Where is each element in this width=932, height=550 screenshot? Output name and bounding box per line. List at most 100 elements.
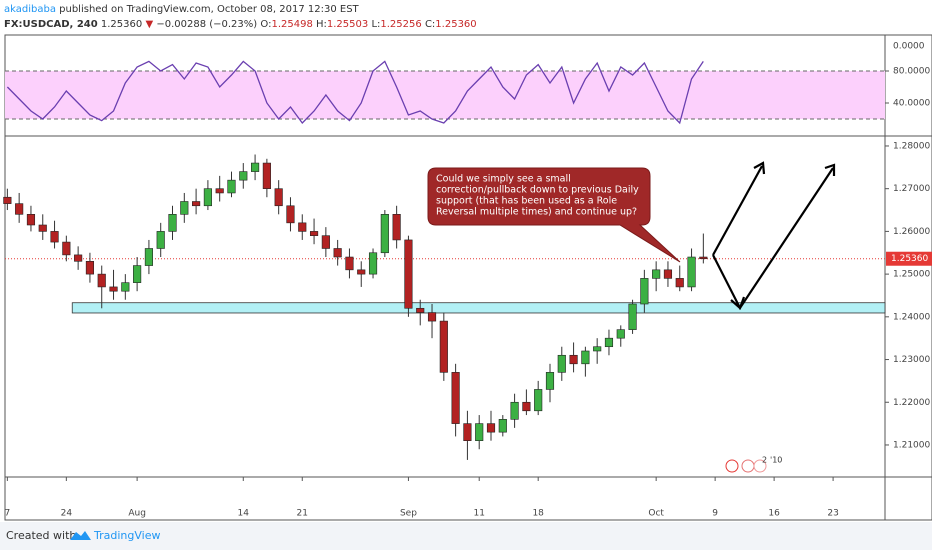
candle-body <box>557 354 566 373</box>
published: published on TradingView.com, October 08… <box>59 4 359 15</box>
callout-line: support (that has been used as a Role <box>436 196 617 207</box>
candle-body <box>687 256 696 288</box>
y-tick-label: 1.22000 <box>893 398 930 408</box>
change: −0.00288 (−0.23%) <box>156 19 257 30</box>
candle-body <box>309 231 319 236</box>
candle-body <box>640 278 649 305</box>
callout-line: Reversal multiple times) and continue up… <box>436 207 637 218</box>
candle-body <box>545 372 555 390</box>
candle-body <box>368 252 378 275</box>
logo <box>70 531 91 540</box>
h: 1.25503 <box>327 19 368 30</box>
footer-created: Created with <box>6 529 76 542</box>
frame <box>4 34 932 521</box>
callout-box <box>427 167 681 263</box>
candle-body <box>463 423 472 441</box>
callout-line: correction/pullback down to previous Dai… <box>436 185 639 196</box>
event-flag <box>753 459 767 473</box>
x-tick-label: 16 <box>768 509 780 519</box>
plot: 7 24 Aug 14 21 Sep 11 18 Oct 9 16 23 1.28000 1.27000 1… <box>3 42 932 519</box>
x-tick-label: Oct <box>648 509 664 519</box>
event-icons: 2 '10 <box>725 456 782 473</box>
c-label: C: <box>425 19 435 30</box>
x-tick-label: 23 <box>827 509 838 519</box>
footer <box>0 522 932 550</box>
header-line-1: akadibaba published on TradingView.com, … <box>4 4 360 15</box>
candle-body <box>581 350 590 365</box>
c: 1.25360 <box>435 19 476 30</box>
candle-body <box>74 254 83 262</box>
candle-body <box>498 419 507 433</box>
x-tick-label: 14 <box>238 509 250 519</box>
candle-body <box>333 248 342 258</box>
footer-brand[interactable]: TradingView <box>93 529 160 542</box>
callout-line: Could we simply see a small <box>436 174 571 185</box>
x-tick-label: 11 <box>473 509 484 519</box>
candle-body <box>451 372 460 424</box>
arrow-head <box>730 296 746 310</box>
candle-body <box>3 196 12 204</box>
candle-body <box>604 337 614 348</box>
candle-body <box>298 222 307 232</box>
header-line-2: FX:USDCAD, 240 1.25360 ▼ −0.00288 (−0.23… <box>4 19 477 30</box>
l: 1.25256 <box>380 19 421 30</box>
candle-body <box>699 256 708 260</box>
o-label: O: <box>260 19 271 30</box>
event-flag <box>741 459 755 473</box>
candle-body <box>26 214 36 226</box>
l-label: L: <box>371 19 380 30</box>
arrow-head <box>824 163 836 176</box>
candle-body <box>357 269 366 275</box>
candle-body <box>321 235 330 249</box>
candle-body <box>416 307 425 313</box>
candle-body <box>38 224 47 232</box>
last-price-box <box>886 251 932 266</box>
candle-body <box>274 188 283 207</box>
candle-body <box>203 188 212 207</box>
arrow-head <box>753 161 766 175</box>
y-tick-label: 40.0000 <box>893 99 930 109</box>
y-tick-label: 1.23000 <box>893 355 930 365</box>
candle-body <box>380 214 389 254</box>
author[interactable]: akadibaba <box>4 4 56 15</box>
candle-body <box>534 389 543 412</box>
candle-body <box>85 260 95 275</box>
x-tick-label: 21 <box>297 509 308 519</box>
x-tick-label: Aug <box>128 509 146 519</box>
event-flag <box>725 459 739 473</box>
candle-body <box>144 248 153 266</box>
y-tick-label: 1.28000 <box>893 141 930 151</box>
x-tick-label: 18 <box>532 509 544 519</box>
candle-body <box>168 214 177 232</box>
x-tick-label: 24 <box>61 509 73 519</box>
candle-body <box>15 203 24 215</box>
candle-body <box>439 320 448 373</box>
candle-body <box>522 401 531 412</box>
support-zone <box>71 302 886 314</box>
event-label: '10 <box>770 456 782 465</box>
candle-body <box>180 201 189 215</box>
candle-body <box>652 269 661 279</box>
y-tick-label: 1.26000 <box>893 227 930 237</box>
candle-body <box>628 303 637 330</box>
candle-body <box>392 214 401 241</box>
last-price-label: 1.25360 <box>891 254 928 264</box>
candle-body <box>663 269 673 279</box>
candle-body <box>404 239 413 309</box>
event-label: 2 <box>762 456 767 465</box>
candle-body <box>427 312 437 322</box>
x-tick-label: 9 <box>712 509 718 519</box>
candle-body <box>486 423 496 433</box>
candle-body <box>251 162 260 172</box>
y-tick-label: 1.24000 <box>893 312 930 322</box>
candle-body <box>133 265 142 283</box>
candle-body <box>239 171 248 181</box>
indicator-value: 0.0000 <box>893 42 925 52</box>
arrow-path <box>712 165 763 256</box>
candle-body <box>262 162 271 189</box>
candle-body <box>156 231 165 249</box>
candle-body <box>675 278 684 288</box>
candle-body <box>569 354 578 365</box>
y-tick-label: 1.25000 <box>893 270 930 280</box>
